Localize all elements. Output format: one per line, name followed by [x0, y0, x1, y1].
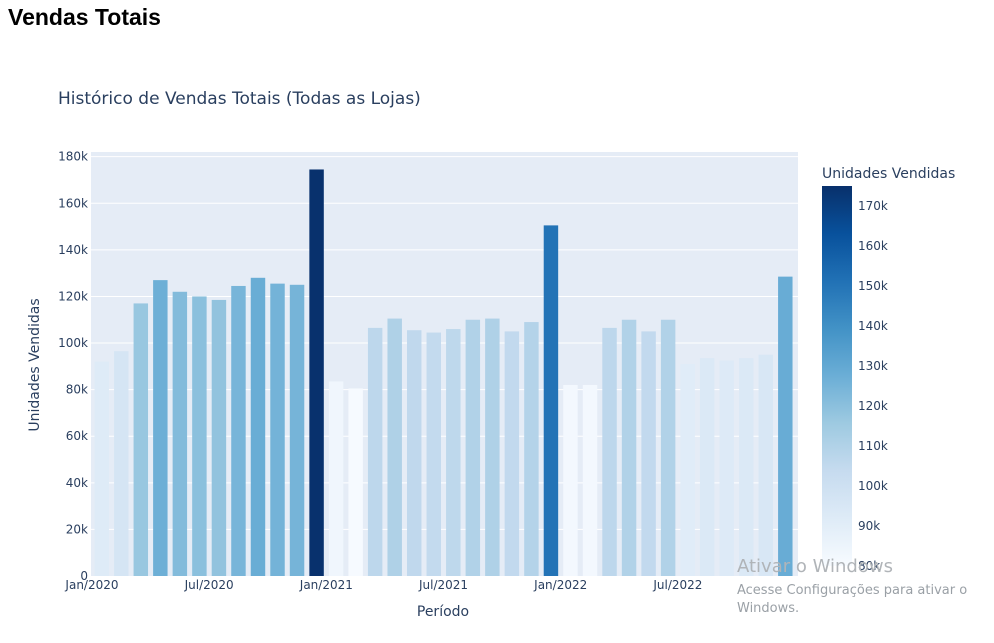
- plot-area: [91, 152, 798, 576]
- bar[interactable]: [465, 319, 481, 576]
- bar[interactable]: [309, 169, 324, 576]
- x-tick-label: Jan/2020: [64, 578, 118, 592]
- bar[interactable]: [328, 381, 344, 576]
- colorbar-tick-label: 140k: [858, 319, 888, 333]
- y-tick-label: 0: [80, 569, 88, 583]
- bar[interactable]: [660, 319, 676, 576]
- colorbar-tick-label: 170k: [858, 199, 888, 213]
- bar[interactable]: [172, 291, 188, 576]
- bar[interactable]: [739, 358, 754, 576]
- bar[interactable]: [270, 283, 285, 576]
- bar[interactable]: [680, 364, 695, 576]
- x-axis-label: Período: [417, 604, 469, 620]
- y-tick-label: 120k: [58, 289, 88, 303]
- bar[interactable]: [94, 361, 109, 576]
- y-axis-label: Unidades Vendidas: [27, 298, 43, 431]
- y-tick-label: 180k: [58, 150, 88, 164]
- y-tick-label: 160k: [58, 196, 88, 210]
- bar[interactable]: [485, 318, 500, 576]
- colorbar-tick-label: 130k: [858, 359, 888, 373]
- bar[interactable]: [114, 351, 129, 576]
- colorbar-tick-label: 150k: [858, 279, 888, 293]
- y-tick-label: 140k: [58, 243, 88, 257]
- y-tick-label: 60k: [66, 429, 88, 443]
- y-tick-label: 80k: [66, 383, 88, 397]
- bar[interactable]: [446, 329, 461, 576]
- bar[interactable]: [602, 327, 617, 576]
- y-tick-label: 40k: [66, 476, 88, 490]
- bar[interactable]: [719, 360, 734, 576]
- bar[interactable]: [758, 354, 774, 576]
- colorbar-title: Unidades Vendidas: [822, 166, 955, 182]
- bar[interactable]: [426, 332, 441, 576]
- bar[interactable]: [699, 358, 715, 576]
- bar[interactable]: [367, 327, 383, 576]
- bar[interactable]: [641, 331, 656, 576]
- colorbar-tick-label: 110k: [858, 439, 888, 453]
- x-tick-label: Jan/2021: [299, 578, 353, 592]
- bar[interactable]: [582, 384, 598, 576]
- colorbar: [822, 186, 852, 566]
- y-tick-label: 20k: [66, 522, 88, 536]
- bar[interactable]: [192, 296, 207, 576]
- colorbar-tick-label: 80k: [858, 559, 880, 573]
- y-tick-label: 100k: [58, 336, 88, 350]
- bar[interactable]: [407, 330, 422, 576]
- page-heading: Vendas Totais: [8, 4, 161, 30]
- windows-activation-subtitle: Acesse Configurações para ativar o Windo…: [737, 583, 968, 616]
- chart-title: Histórico de Vendas Totais (Todas as Loj…: [58, 89, 421, 109]
- bar[interactable]: [133, 303, 149, 576]
- bar[interactable]: [250, 277, 266, 576]
- colorbar-tick-label: 90k: [858, 519, 880, 533]
- bar[interactable]: [153, 280, 168, 576]
- colorbar-tick-label: 100k: [858, 479, 888, 493]
- bar[interactable]: [504, 331, 520, 576]
- bar[interactable]: [231, 285, 246, 576]
- bar[interactable]: [289, 284, 305, 576]
- x-tick-label: Jan/2022: [533, 578, 587, 592]
- bar[interactable]: [621, 319, 637, 576]
- bar[interactable]: [524, 322, 539, 576]
- x-tick-label: Jul/2020: [184, 578, 234, 592]
- colorbar-tick-label: 120k: [858, 399, 888, 413]
- windows-activation-title: Ativar o Windows: [737, 556, 893, 577]
- bar[interactable]: [778, 276, 793, 576]
- x-tick-label: Jul/2022: [652, 578, 702, 592]
- bar[interactable]: [348, 388, 363, 576]
- x-tick-label: Jul/2021: [418, 578, 468, 592]
- bar[interactable]: [563, 384, 578, 576]
- bar[interactable]: [543, 225, 559, 576]
- bar[interactable]: [387, 318, 402, 576]
- colorbar-tick-label: 160k: [858, 239, 888, 253]
- bar[interactable]: [211, 299, 227, 576]
